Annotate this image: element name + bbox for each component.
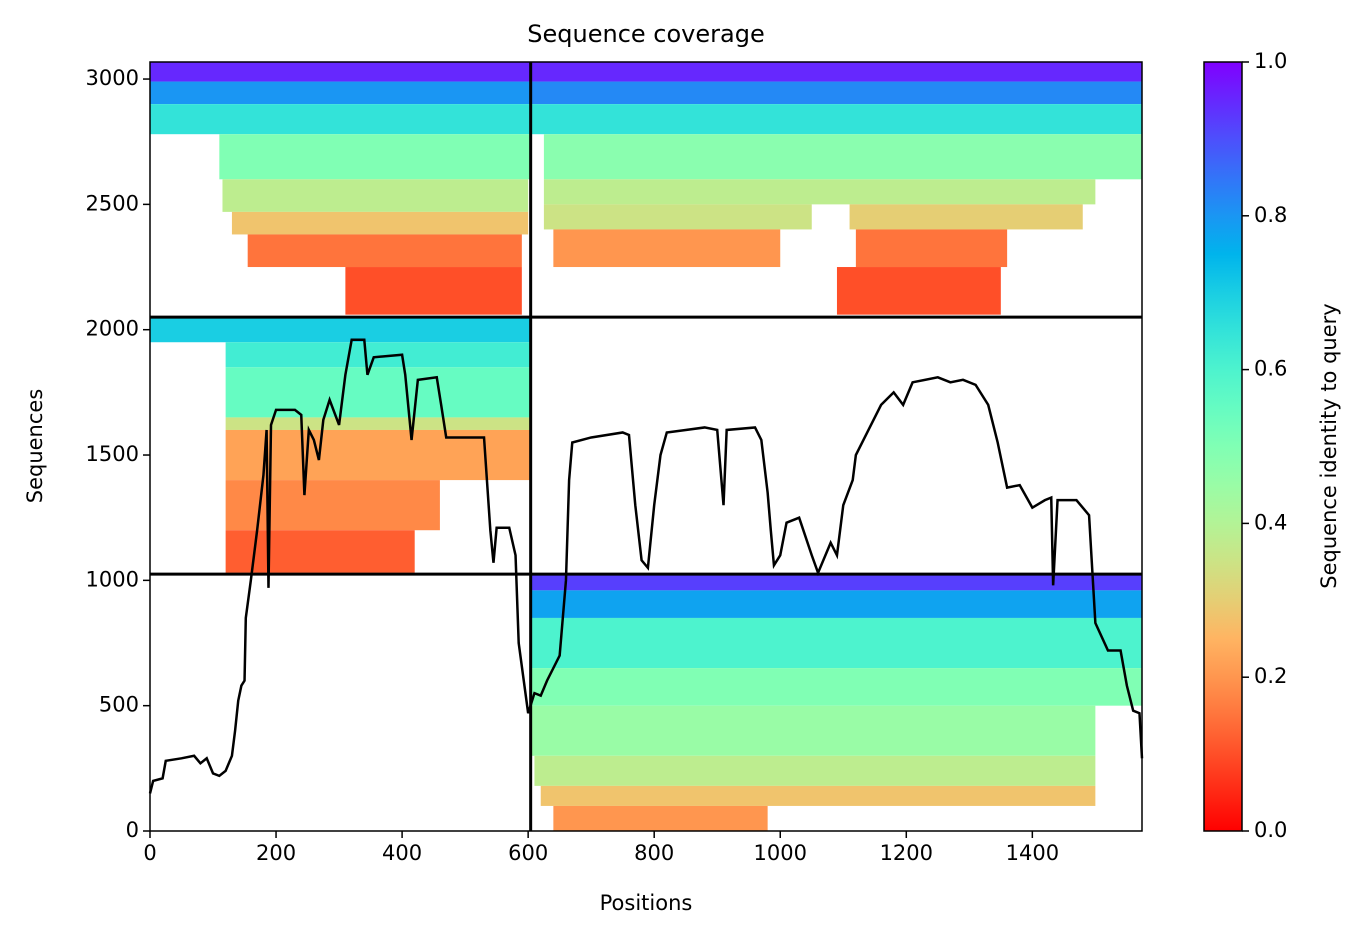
x-tick-label: 0 bbox=[143, 841, 156, 865]
coverage-block bbox=[543, 204, 812, 230]
coverage-block bbox=[534, 755, 1096, 786]
coverage-block bbox=[855, 229, 1008, 268]
y-axis-label: Sequences bbox=[23, 389, 47, 504]
y-tick-label: 2500 bbox=[86, 191, 139, 215]
colorbar-tick-label: 0.2 bbox=[1254, 664, 1287, 688]
coverage-block bbox=[150, 81, 531, 105]
colorbar-tick-label: 0.6 bbox=[1254, 357, 1287, 381]
coverage-block bbox=[219, 134, 531, 180]
coverage-block bbox=[849, 204, 1083, 230]
coverage-block bbox=[836, 267, 1001, 315]
coverage-block bbox=[553, 805, 768, 831]
coverage-block bbox=[247, 234, 522, 268]
x-tick-label: 200 bbox=[256, 841, 296, 865]
coverage-block bbox=[553, 229, 781, 268]
coverage-block bbox=[231, 211, 529, 235]
coverage-block bbox=[150, 317, 531, 343]
y-tick-label: 1000 bbox=[86, 567, 139, 591]
y-tick-label: 2000 bbox=[86, 317, 139, 341]
x-tick-label: 1000 bbox=[754, 841, 807, 865]
x-tick-label: 1400 bbox=[1006, 841, 1059, 865]
coverage-block bbox=[530, 574, 1142, 591]
x-axis-label: Positions bbox=[600, 891, 693, 915]
coverage-block bbox=[530, 104, 1142, 135]
y-tick-label: 500 bbox=[99, 693, 139, 717]
coverage-block bbox=[530, 81, 1142, 105]
x-tick-label: 800 bbox=[634, 841, 674, 865]
x-tick-label: 400 bbox=[382, 841, 422, 865]
colorbar-tick-label: 0.0 bbox=[1254, 818, 1287, 842]
coverage-block bbox=[225, 342, 531, 368]
coverage-block bbox=[543, 134, 1142, 180]
x-tick-label: 600 bbox=[508, 841, 548, 865]
coverage-block bbox=[530, 668, 1142, 706]
coverage-block bbox=[530, 62, 1142, 82]
plot-frame bbox=[149, 61, 1143, 832]
colorbar-tick-label: 0.8 bbox=[1254, 203, 1287, 227]
coverage-block bbox=[345, 267, 522, 315]
coverage-line bbox=[148, 338, 1144, 794]
coverage-block bbox=[543, 179, 1096, 205]
y-tick-label: 0 bbox=[126, 818, 139, 842]
coverage-block bbox=[150, 62, 531, 82]
coverage-block bbox=[222, 179, 529, 212]
colorbar-tick-label: 1.0 bbox=[1254, 49, 1287, 73]
colorbar bbox=[1203, 61, 1243, 832]
coverage-block bbox=[540, 785, 1096, 806]
x-tick-label: 1200 bbox=[880, 841, 933, 865]
colorbar-tick-label: 0.4 bbox=[1254, 510, 1287, 534]
coverage-block bbox=[530, 705, 1096, 756]
coverage-block bbox=[530, 617, 1142, 669]
coverage-block bbox=[150, 104, 531, 135]
coverage-block bbox=[225, 367, 531, 418]
y-tick-label: 3000 bbox=[86, 66, 139, 90]
chart-title: Sequence coverage bbox=[527, 20, 764, 48]
colorbar-label: Sequence identity to query bbox=[1317, 303, 1341, 588]
coverage-block bbox=[530, 590, 1142, 618]
y-tick-label: 1500 bbox=[86, 442, 139, 466]
